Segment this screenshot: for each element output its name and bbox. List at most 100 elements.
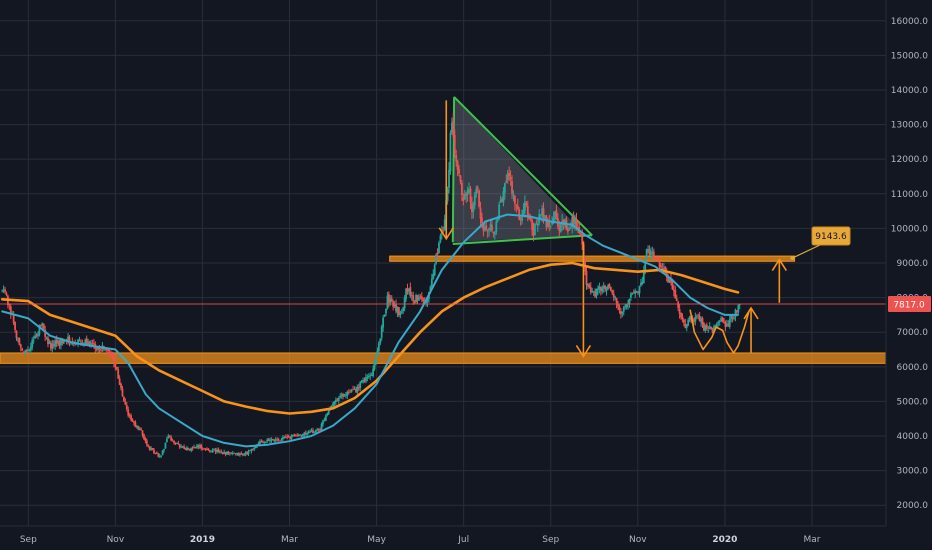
candle-body <box>14 322 16 330</box>
candle-body <box>609 287 612 292</box>
candle-body <box>555 210 558 219</box>
candle-body <box>28 350 31 351</box>
candle-body <box>625 304 628 308</box>
candle-body <box>148 446 151 450</box>
candle-body <box>111 354 114 357</box>
candle-body <box>408 288 410 291</box>
candle-body <box>297 435 300 437</box>
candle-body <box>145 440 148 445</box>
candle-body <box>190 447 193 451</box>
price-tick-label: 9000.0 <box>897 259 929 269</box>
candle-body <box>727 323 730 326</box>
candle-body <box>664 266 667 272</box>
price-tick-label: 12000.0 <box>891 155 928 165</box>
candle-body <box>621 311 624 314</box>
candle-body <box>735 310 738 313</box>
candle-body <box>677 301 680 309</box>
candle-body <box>118 378 121 385</box>
candle-body <box>491 225 493 231</box>
time-tick-label: May <box>367 535 386 545</box>
candle-body <box>213 449 216 451</box>
candle-body <box>458 169 460 174</box>
candle-body <box>420 296 423 299</box>
candle-body <box>406 288 409 292</box>
candle-body <box>426 298 429 302</box>
candle-body <box>52 344 55 347</box>
candle-body <box>131 419 134 422</box>
candle-body <box>80 341 82 343</box>
candle-body <box>685 324 688 328</box>
candle-body <box>502 190 505 204</box>
candle-body <box>263 442 266 444</box>
candle-body <box>562 219 565 226</box>
candle-body <box>306 433 309 435</box>
candle-body <box>695 315 698 317</box>
candle-body <box>310 430 313 433</box>
time-axis[interactable]: Sep Nov 2019 Mar May Jul Sep Nov 2020 Mar <box>20 535 821 545</box>
candle-body <box>481 217 483 224</box>
candle-body <box>207 448 210 451</box>
candle-body <box>549 225 552 227</box>
candle-body <box>468 188 470 192</box>
arrow-head-2 <box>575 345 592 358</box>
candle-body <box>608 284 611 287</box>
candle-body <box>227 451 230 454</box>
candle-body <box>360 381 363 383</box>
candle-body <box>449 132 452 172</box>
triangle-lower-edge <box>452 234 593 245</box>
grid-lines <box>0 0 886 526</box>
candle-body <box>319 429 322 431</box>
candle-body <box>678 309 681 314</box>
candle-body <box>505 180 508 183</box>
candle-body <box>534 223 536 236</box>
candle-body <box>353 389 356 391</box>
price-tick-label: 16000.0 <box>891 17 928 27</box>
candle-body <box>658 259 661 268</box>
candle-body <box>389 298 392 304</box>
candle-body <box>473 195 476 206</box>
candle-body <box>511 181 513 194</box>
candle-body <box>385 308 387 314</box>
candle-body <box>674 290 677 299</box>
candle-body <box>254 445 257 449</box>
candle-body <box>246 451 248 455</box>
price-tick-label: 15000.0 <box>891 51 928 61</box>
candle-body <box>687 319 690 326</box>
candle-body <box>343 394 346 397</box>
candle-body <box>303 432 306 435</box>
candle-body <box>618 306 621 310</box>
candle-body <box>730 315 733 320</box>
candle-body <box>376 351 379 356</box>
candle-body <box>128 415 131 416</box>
candle-body <box>680 312 682 318</box>
candle-body <box>362 379 364 383</box>
candle-body <box>19 344 22 348</box>
last-price-tag-label: 7817.0 <box>893 300 925 310</box>
candle-body <box>546 220 549 227</box>
candle-body <box>703 323 705 331</box>
candle-body <box>455 154 458 162</box>
price-tick-label: 13000.0 <box>891 121 928 131</box>
candle-body <box>614 296 617 299</box>
candle-body <box>346 391 349 396</box>
moving-average-line-2 <box>1 213 739 448</box>
candle-body <box>469 188 472 203</box>
candle-body <box>130 415 132 420</box>
candle-body <box>42 323 45 329</box>
candle-body <box>566 228 569 232</box>
triangle-fill <box>452 96 586 243</box>
candle-body <box>443 219 446 230</box>
candle-body <box>253 447 256 450</box>
candle-body <box>41 323 44 326</box>
candle-body <box>377 343 380 351</box>
candle-body <box>97 347 100 350</box>
price-axis[interactable]: 16000.0 15000.0 14000.0 13000.0 12000.0 11000… <box>891 17 928 511</box>
candle-body <box>657 257 660 260</box>
candle-body <box>559 224 562 232</box>
candle-body <box>177 442 180 444</box>
candle-body <box>379 338 382 344</box>
candle-body <box>525 203 528 206</box>
candle-body <box>442 227 445 229</box>
candle-body <box>239 453 241 456</box>
